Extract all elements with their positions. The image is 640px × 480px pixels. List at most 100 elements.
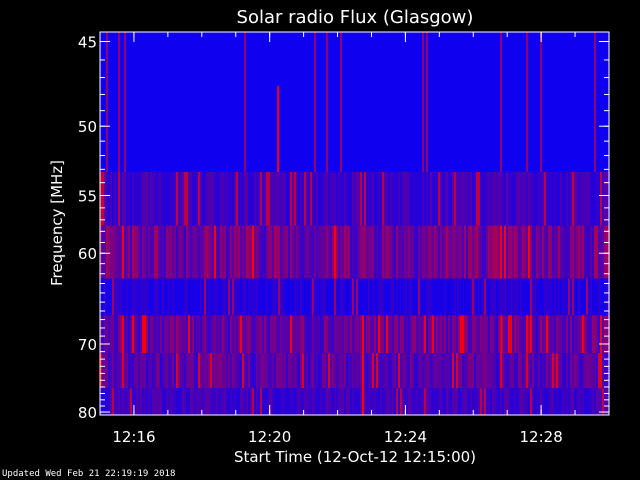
spectrum-column [380, 353, 382, 389]
spectrum-column [332, 225, 334, 279]
spectrum-column [340, 32, 342, 173]
spectrum-column [278, 278, 280, 316]
spectrum-column [386, 388, 388, 415]
spectrum-column [538, 353, 540, 389]
spectrum-column [382, 388, 384, 415]
spectrum-column [166, 388, 168, 415]
spectrum-column [364, 315, 366, 354]
spectrum-column [300, 353, 302, 389]
spectrum-column [478, 172, 480, 226]
spectrum-column [464, 172, 466, 226]
spectrum-column [496, 388, 498, 415]
spectrum-column [464, 315, 466, 354]
spectrum-column [492, 388, 494, 415]
spectrum-column [528, 225, 530, 279]
spectrum-column [446, 388, 448, 415]
spectrum-column [354, 172, 356, 226]
spectrum-column [248, 225, 250, 279]
spectrum-column [602, 388, 604, 415]
spectrum-column [190, 388, 192, 415]
spectrum-column [426, 172, 428, 226]
spectrum-column [520, 172, 522, 226]
spectrum-column [138, 225, 140, 279]
spectrum-column [270, 315, 272, 354]
spectrum-column [280, 278, 282, 316]
spectrum-column [116, 388, 118, 415]
spectrum-column [280, 225, 282, 279]
spectrum-column [172, 315, 174, 354]
spectrum-column [492, 225, 494, 279]
spectrum-column [158, 225, 160, 279]
spectrum-column [118, 353, 120, 389]
spectrum-column [268, 225, 270, 279]
spectrum-column [182, 353, 184, 389]
spectrum-column [124, 172, 126, 226]
frequency-band [100, 388, 609, 415]
spectrum-column [174, 172, 176, 226]
spectrum-column [604, 315, 606, 354]
spectrum-column [420, 315, 422, 354]
spectrum-column [530, 388, 532, 415]
spectrum-column [292, 172, 294, 226]
spectrum-column [282, 172, 284, 226]
spectrum-column [312, 353, 314, 389]
x-axis-label: Start Time (12-Oct-12 12:15:00) [234, 448, 476, 466]
spectrum-column [194, 225, 196, 279]
spectrum-column [564, 278, 566, 316]
spectrum-column [280, 353, 282, 389]
spectrum-column [256, 353, 258, 389]
spectrum-column [292, 353, 294, 389]
spectrum-column [238, 278, 240, 316]
spectrum-column [132, 278, 134, 316]
spectrum-column [448, 353, 450, 389]
x-tick-label: 12:20 [248, 428, 291, 446]
spectrum-column [126, 225, 128, 279]
spectrum-column [584, 225, 586, 279]
spectrum-column [232, 315, 234, 354]
spectrum-column [168, 353, 170, 389]
spectrum-column [432, 388, 434, 415]
spectrum-column [372, 278, 374, 316]
spectrum-column [412, 315, 414, 354]
spectrum-column [364, 225, 366, 279]
spectrum-column [196, 315, 198, 354]
spectrum-column [150, 353, 152, 389]
spectrum-column [428, 353, 430, 389]
spectrum-column [542, 225, 544, 279]
spectrum-column [216, 278, 218, 316]
spectrum-column [476, 225, 478, 279]
spectrum-column [148, 225, 150, 279]
spectrum-column [520, 388, 522, 415]
spectrum-column [532, 353, 534, 389]
spectrum-column [562, 278, 564, 316]
spectrum-column [392, 315, 394, 354]
spectrum-column [360, 388, 362, 415]
spectrum-column [440, 172, 442, 226]
spectrum-column [378, 172, 380, 226]
spectrum-column [118, 315, 120, 354]
spectrum-column [376, 315, 378, 354]
spectrum-column [198, 172, 200, 226]
spectrum-column [350, 278, 352, 316]
spectrum-column [194, 353, 196, 389]
spectrum-column [314, 353, 316, 389]
spectrum-column [310, 315, 312, 354]
spectrum-column [556, 225, 558, 279]
spectrum-column [494, 225, 496, 279]
spectrum-column [586, 172, 588, 226]
spectrum-column [410, 225, 412, 279]
spectrum-column [494, 315, 496, 354]
spectrum-column [446, 353, 448, 389]
spectrum-column [458, 278, 460, 316]
spectrum-column [150, 225, 152, 279]
spectrum-column [546, 225, 548, 279]
spectrum-column [406, 225, 408, 279]
spectrum-column [268, 388, 270, 415]
spectrum-column [374, 353, 376, 389]
spectrum-column [302, 172, 304, 226]
spectrum-column [182, 225, 184, 279]
y-axis: 45 50 55 60 70 80 [78, 34, 609, 422]
spectrum-column [486, 388, 488, 415]
spectrum-column [330, 315, 332, 354]
